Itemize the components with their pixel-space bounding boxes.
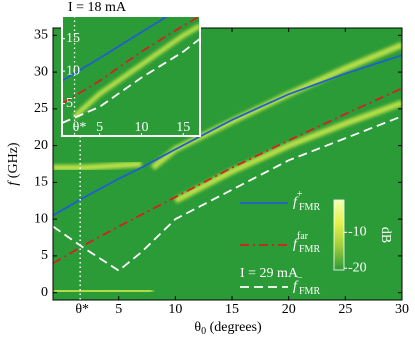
y-tick-label: 15 xyxy=(34,175,48,190)
legend-sub: FMR xyxy=(299,202,320,213)
legend-main: f xyxy=(293,195,299,210)
x-tick-label: 5 xyxy=(115,302,122,317)
curve xyxy=(53,87,402,265)
bright-band xyxy=(53,161,142,171)
inset-area xyxy=(62,16,200,136)
y-label-rest: (GHz) xyxy=(6,142,21,182)
colorbar xyxy=(333,199,345,271)
y-tick-label: 25 xyxy=(34,101,48,116)
y-tick-label: 35 xyxy=(34,28,48,43)
x-tick-label: θ* xyxy=(75,302,89,317)
legend-label: f− FMR xyxy=(293,273,320,297)
legend-label: ffar FMR xyxy=(293,231,320,255)
y-tick-label: 30 xyxy=(34,64,48,79)
y-label-main: f xyxy=(6,180,21,186)
y-axis-label: f (GHz) xyxy=(6,142,21,185)
curve xyxy=(53,115,402,272)
y-tick-label: 0 xyxy=(41,285,48,300)
legend-main: f xyxy=(293,279,299,294)
x-label-sub: 0 xyxy=(201,326,206,337)
x-tick-label: 30 xyxy=(395,302,409,317)
colorbar-tick-label: -20 xyxy=(348,260,367,275)
inset-y-tick-label: 15 xyxy=(66,31,80,46)
inset-y-tick-label: 5 xyxy=(66,96,73,111)
y-tick-label: 5 xyxy=(41,248,48,263)
inset-background xyxy=(62,16,200,136)
x-tick-label: 15 xyxy=(225,302,239,317)
x-label-main: θ xyxy=(194,320,201,335)
bright-band xyxy=(72,23,200,119)
annotation: I = 29 mA xyxy=(240,266,299,281)
inset-x-tick-label: 15 xyxy=(176,120,190,135)
x-tick-label: 10 xyxy=(168,302,182,317)
y-tick-label: 10 xyxy=(34,211,48,226)
plot-area xyxy=(53,28,402,300)
curve xyxy=(62,16,170,82)
bright-band xyxy=(53,287,153,295)
colorbar-tick-label: -10 xyxy=(348,225,367,240)
legend-sup: + xyxy=(297,189,303,200)
legend-sup: − xyxy=(297,273,303,284)
inset-x-tick-label: θ* xyxy=(73,120,87,135)
x-tick-label: 20 xyxy=(282,302,296,317)
x-tick-label: 25 xyxy=(338,302,352,317)
inset-frame xyxy=(61,15,201,137)
inset-y-tick-label: 10 xyxy=(66,63,80,78)
inset-x-tick-label: 10 xyxy=(134,120,148,135)
curve xyxy=(53,54,402,217)
x-axis-label: θ0 (degrees) xyxy=(194,320,262,337)
bright-band xyxy=(173,100,402,204)
y-tick-label: 20 xyxy=(34,138,48,153)
colorbar-label: dB xyxy=(378,227,393,243)
legend-label: f+ FMR xyxy=(293,189,320,213)
plot-frame xyxy=(52,27,403,301)
legend-sub: FMR xyxy=(299,286,320,297)
x-label-rest: (degrees) xyxy=(206,320,262,335)
legend-main: f xyxy=(293,237,299,252)
legend-sub: FMR xyxy=(299,244,320,255)
curve xyxy=(62,37,200,124)
inset-title: I = 18 mA xyxy=(68,0,127,15)
legend-sup: far xyxy=(297,231,309,242)
inset-x-tick-label: 5 xyxy=(96,120,103,135)
